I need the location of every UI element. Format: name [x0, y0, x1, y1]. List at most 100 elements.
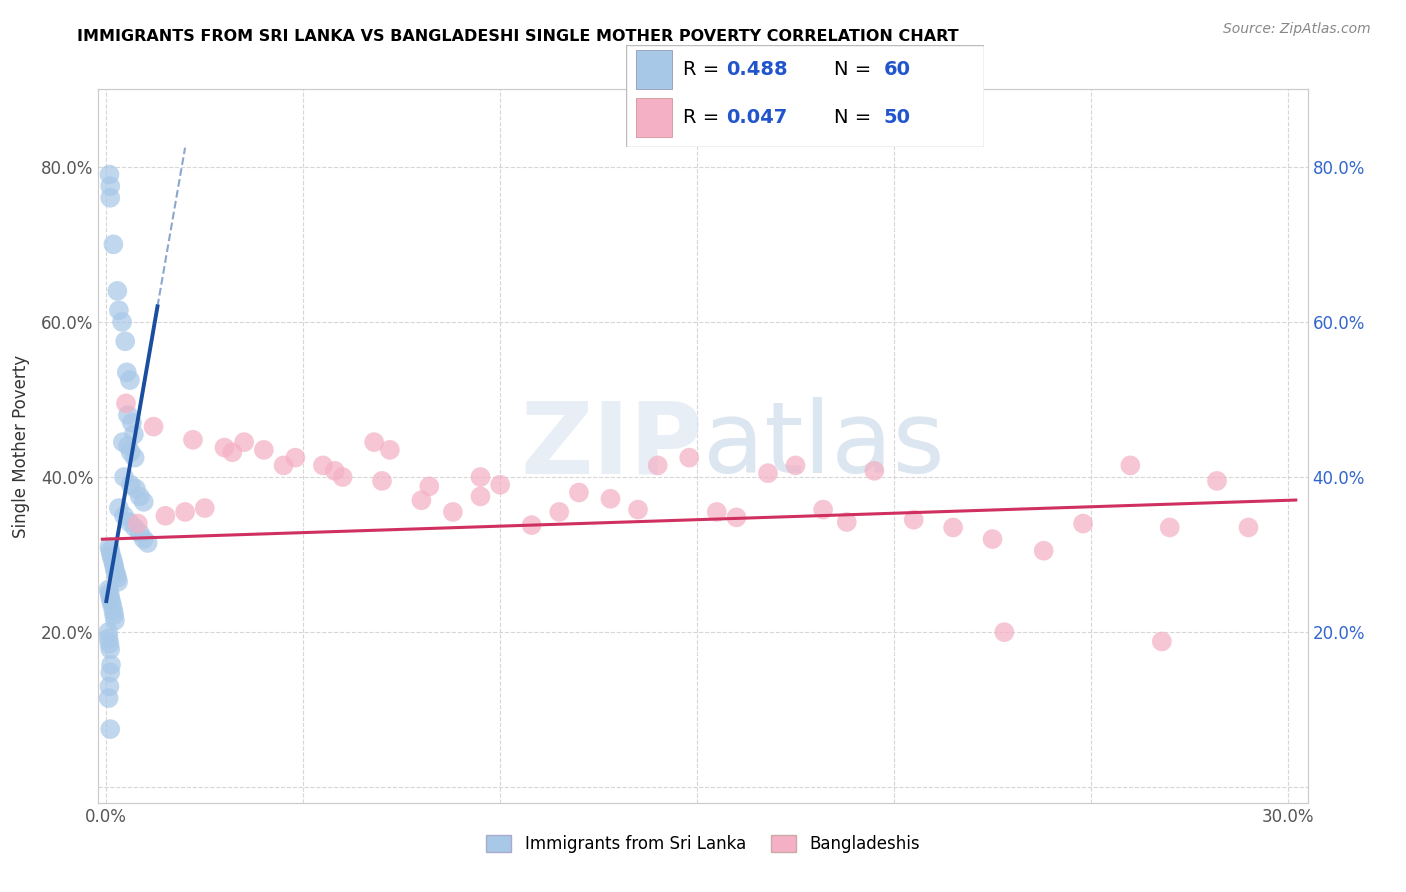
Point	[125, 482, 148, 496]
Point	[98, 680, 121, 694]
Point	[489, 477, 512, 491]
Point	[108, 303, 131, 318]
Point	[312, 458, 335, 473]
Point	[1119, 458, 1142, 473]
Text: N =: N =	[834, 60, 877, 78]
Text: Source: ZipAtlas.com: Source: ZipAtlas.com	[1223, 22, 1371, 37]
Point	[118, 373, 141, 387]
Point	[103, 559, 125, 574]
Point	[100, 594, 122, 608]
Point	[112, 470, 135, 484]
Point	[470, 490, 492, 504]
Point	[97, 691, 120, 706]
Point	[118, 515, 141, 529]
Point	[981, 532, 1004, 546]
Point	[120, 477, 142, 491]
Point	[121, 416, 143, 430]
Point	[599, 491, 621, 506]
Point	[112, 508, 135, 523]
Point	[98, 637, 121, 651]
FancyBboxPatch shape	[626, 45, 984, 147]
Point	[111, 315, 134, 329]
Point	[98, 179, 121, 194]
Point	[785, 458, 807, 473]
Point	[1159, 520, 1181, 534]
Point	[1071, 516, 1094, 531]
Point	[1237, 520, 1260, 534]
Point	[124, 450, 146, 465]
Text: 0.047: 0.047	[725, 108, 787, 127]
Point	[105, 571, 128, 585]
Point	[1150, 634, 1173, 648]
FancyBboxPatch shape	[637, 50, 672, 88]
Point	[1206, 474, 1229, 488]
Point	[725, 510, 748, 524]
Point	[101, 598, 124, 612]
Text: 60: 60	[884, 60, 911, 78]
Point	[108, 501, 131, 516]
Point	[97, 625, 120, 640]
Point	[233, 435, 256, 450]
Point	[371, 474, 394, 488]
Point	[470, 470, 492, 484]
Point	[122, 427, 145, 442]
Point	[103, 603, 125, 617]
Point	[627, 502, 650, 516]
Text: R =: R =	[683, 108, 725, 127]
Point	[132, 532, 155, 546]
Point	[115, 396, 138, 410]
Point	[105, 566, 128, 581]
Point	[98, 722, 121, 736]
Point	[103, 237, 125, 252]
Y-axis label: Single Mother Poverty: Single Mother Poverty	[11, 354, 30, 538]
Text: ZIP: ZIP	[520, 398, 703, 494]
Point	[100, 548, 122, 562]
Point	[903, 513, 925, 527]
Point	[101, 551, 124, 566]
Point	[124, 520, 146, 534]
Point	[418, 479, 440, 493]
Point	[98, 591, 121, 605]
Point	[253, 442, 276, 457]
Point	[811, 502, 834, 516]
Point	[107, 574, 129, 589]
Point	[221, 445, 243, 459]
Point	[568, 485, 591, 500]
Point	[97, 632, 120, 646]
Point	[114, 334, 136, 349]
Point	[214, 441, 236, 455]
Point	[104, 614, 127, 628]
Point	[706, 505, 728, 519]
Point	[98, 540, 121, 554]
Point	[835, 515, 858, 529]
Point	[363, 435, 385, 450]
Point	[115, 365, 138, 379]
Point	[128, 490, 150, 504]
Point	[103, 608, 125, 623]
Text: IMMIGRANTS FROM SRI LANKA VS BANGLADESHI SINGLE MOTHER POVERTY CORRELATION CHART: IMMIGRANTS FROM SRI LANKA VS BANGLADESHI…	[77, 29, 959, 44]
Legend: Immigrants from Sri Lanka, Bangladeshis: Immigrants from Sri Lanka, Bangladeshis	[479, 829, 927, 860]
Point	[942, 520, 965, 534]
Point	[105, 284, 128, 298]
Point	[103, 555, 125, 569]
Point	[104, 563, 127, 577]
Text: 0.488: 0.488	[725, 60, 787, 78]
Point	[120, 445, 142, 459]
Text: R =: R =	[683, 60, 725, 78]
Point	[111, 435, 134, 450]
Point	[142, 419, 165, 434]
Point	[132, 495, 155, 509]
Point	[993, 625, 1015, 640]
Point	[548, 505, 571, 519]
Point	[98, 642, 121, 657]
Point	[411, 493, 433, 508]
Point	[678, 450, 700, 465]
Point	[174, 505, 197, 519]
Point	[756, 466, 779, 480]
Point	[98, 586, 121, 600]
Point	[647, 458, 669, 473]
Point	[136, 536, 159, 550]
Point	[441, 505, 464, 519]
Point	[155, 508, 177, 523]
Point	[98, 191, 121, 205]
